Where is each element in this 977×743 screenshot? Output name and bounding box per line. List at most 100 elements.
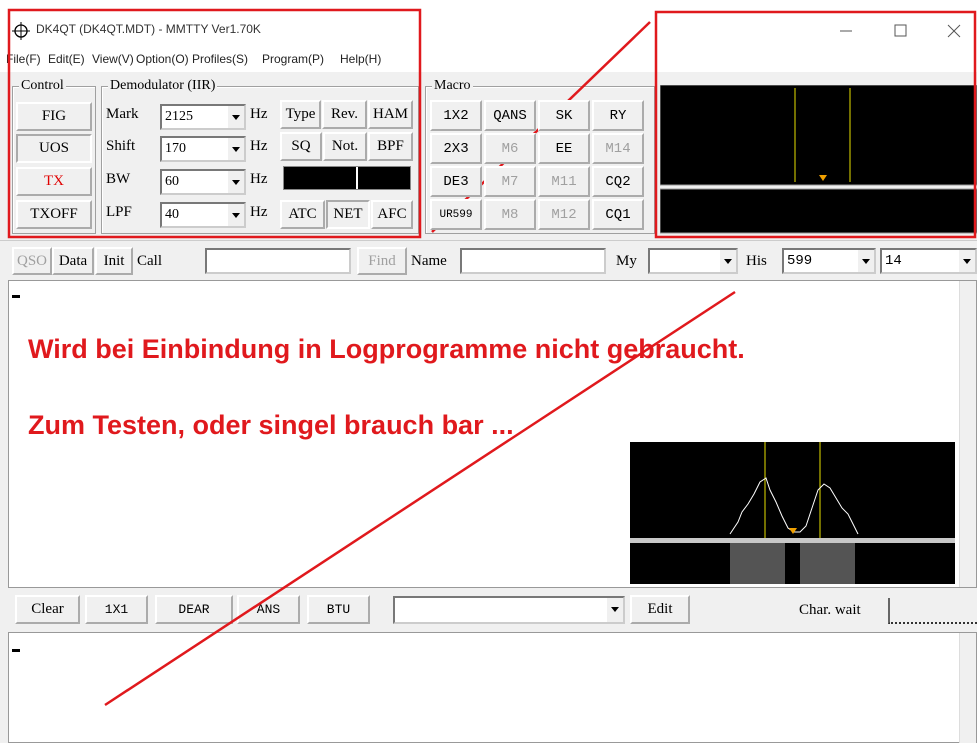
demodulator-button[interactable]: ATC	[280, 200, 325, 229]
demodulator-button[interactable]: BPF	[368, 132, 413, 161]
dropdown-arrow[interactable]	[858, 250, 874, 272]
combo-box[interactable]: 60	[160, 169, 246, 195]
macro-button[interactable]: QANS	[484, 100, 536, 131]
macro-button[interactable]: M7	[484, 166, 536, 197]
macro-button[interactable]: M8	[484, 199, 536, 230]
control-button[interactable]: TXOFF	[16, 200, 92, 229]
combo-box[interactable]: 40	[160, 202, 246, 228]
combo-value: 60	[165, 174, 179, 189]
tx-button[interactable]: Clear	[15, 595, 80, 624]
macro-button[interactable]: DE3	[430, 166, 482, 197]
macro-button[interactable]: RY	[592, 100, 644, 131]
combo-value: 40	[165, 207, 179, 222]
edit-button[interactable]: Edit	[630, 595, 690, 624]
combo-box[interactable]: 14	[880, 248, 977, 274]
app-window: DK4QT (DK4QT.MDT) - MMTTY Ver1.70K File(…	[0, 0, 977, 743]
find-button[interactable]: Find	[357, 247, 407, 275]
combo-value: 14	[885, 253, 902, 269]
window-title: DK4QT (DK4QT.MDT) - MMTTY Ver1.70K	[36, 22, 261, 36]
dropdown-arrow[interactable]	[720, 250, 736, 272]
tx-button[interactable]: DEAR	[155, 595, 233, 624]
level-indicator	[283, 166, 411, 190]
scrollbar[interactable]	[959, 281, 976, 587]
macro-button[interactable]: EE	[538, 133, 590, 164]
combo-box[interactable]: 170	[160, 136, 246, 162]
qso-button[interactable]: Data	[52, 247, 94, 275]
macro-button[interactable]: CQ2	[592, 166, 644, 197]
unit-label: Hz	[250, 204, 268, 221]
field-label: Call	[137, 253, 162, 270]
combo-box[interactable]: 599	[782, 248, 876, 274]
demodulator-button[interactable]: Rev.	[322, 100, 367, 129]
menu-item[interactable]: Option(O)	[136, 52, 189, 66]
combo-box[interactable]: 2125	[160, 104, 246, 130]
field-label: His	[746, 253, 767, 270]
dropdown-arrow[interactable]	[959, 250, 975, 272]
menu-item[interactable]: Profiles(S)	[192, 52, 248, 66]
menu-item[interactable]: Program(P)	[262, 52, 324, 66]
transmit-area	[8, 632, 977, 743]
control-button[interactable]: FIG	[16, 102, 92, 131]
menu-item[interactable]: View(V)	[92, 52, 134, 66]
combo-box[interactable]	[393, 596, 625, 624]
combo-value: 599	[787, 253, 812, 269]
combo-box[interactable]	[648, 248, 738, 274]
menu-item[interactable]: Edit(E)	[48, 52, 85, 66]
menu-item[interactable]: Help(H)	[340, 52, 381, 66]
group-label: Macro	[432, 78, 473, 94]
dropdown-arrow[interactable]	[228, 138, 244, 160]
macro-button[interactable]: 2X3	[430, 133, 482, 164]
combo-value: 2125	[165, 109, 193, 124]
demodulator-button[interactable]: HAM	[368, 100, 413, 129]
demodulator-button[interactable]: Not.	[323, 132, 367, 161]
macro-button[interactable]: M14	[592, 133, 644, 164]
dropdown-arrow[interactable]	[228, 204, 244, 226]
macro-button[interactable]: M12	[538, 199, 590, 230]
text-input[interactable]	[205, 248, 351, 274]
macro-button[interactable]: M6	[484, 133, 536, 164]
text-input[interactable]	[460, 248, 606, 274]
field-label: Char. wait	[799, 602, 861, 619]
menu-bar: File(F) Edit(E) View(V)Option(O)Profiles(S…	[0, 48, 977, 72]
menu-item[interactable]: File(F)	[6, 52, 41, 66]
macro-button[interactable]: SK	[538, 100, 590, 131]
macro-button[interactable]: M11	[538, 166, 590, 197]
group-label: Demodulator (IIR)	[108, 78, 217, 94]
field-label: LPF	[106, 204, 132, 221]
control-button[interactable]: UOS	[16, 134, 92, 163]
field-label: Mark	[106, 106, 139, 123]
annotation: Zum Testen, oder singel brauch bar ...	[28, 410, 514, 441]
app-icon	[12, 22, 30, 40]
dropdown-arrow[interactable]	[228, 106, 244, 128]
spectrum-scope	[660, 85, 977, 235]
tx-button[interactable]: 1X1	[85, 595, 148, 624]
dropdown-arrow[interactable]	[228, 171, 244, 193]
macro-button[interactable]: UR599	[430, 199, 482, 230]
group-label: Control	[19, 78, 66, 94]
unit-label: Hz	[250, 138, 268, 155]
demodulator-button[interactable]: NET	[326, 200, 370, 229]
qso-button[interactable]: QSO	[12, 247, 52, 275]
demodulator-button[interactable]: AFC	[371, 200, 413, 229]
scrollbar[interactable]	[959, 633, 976, 743]
unit-label: Hz	[250, 171, 268, 188]
qso-button[interactable]: Init	[95, 247, 133, 275]
spectrum-image	[630, 442, 955, 584]
char-wait-slider[interactable]	[888, 598, 977, 624]
macro-button[interactable]: CQ1	[592, 199, 644, 230]
tx-button[interactable]: BTU	[307, 595, 370, 624]
unit-label: Hz	[250, 106, 268, 123]
field-label: BW	[106, 171, 130, 188]
window-controls[interactable]	[820, 18, 977, 44]
macro-button[interactable]: 1X2	[430, 100, 482, 131]
tx-button[interactable]: ANS	[237, 595, 300, 624]
annotation: Wird bei Einbindung in Logprogramme nich…	[28, 334, 745, 365]
combo-value: 170	[165, 141, 186, 156]
control-button[interactable]: TX	[16, 167, 92, 196]
dropdown-arrow[interactable]	[607, 598, 623, 622]
demodulator-button[interactable]: SQ	[280, 132, 322, 161]
demodulator-button[interactable]: Type	[280, 100, 321, 129]
field-label: Shift	[106, 138, 135, 155]
